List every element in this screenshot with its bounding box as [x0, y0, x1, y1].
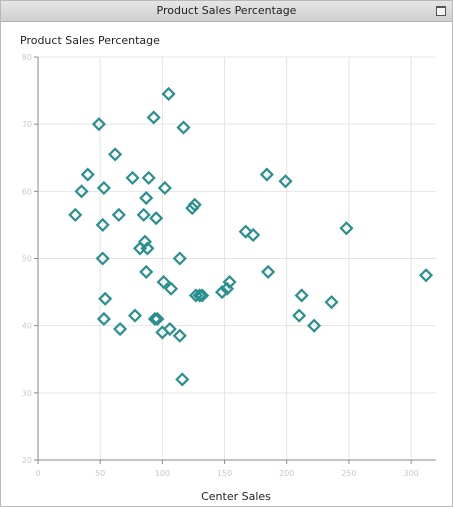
- data-point[interactable]: [155, 325, 170, 340]
- data-point[interactable]: [175, 372, 190, 387]
- title-bar: Product Sales Percentage: [1, 1, 452, 22]
- y-tick-label: 60: [22, 187, 32, 196]
- y-tick-label: 50: [22, 255, 32, 264]
- x-tick-label: 150: [217, 469, 232, 478]
- grid-lines: [38, 56, 436, 460]
- data-point[interactable]: [108, 147, 123, 162]
- data-point[interactable]: [164, 281, 179, 296]
- data-point[interactable]: [139, 190, 154, 206]
- y-tick-label: 30: [22, 389, 32, 398]
- data-point[interactable]: [139, 264, 154, 279]
- data-point[interactable]: [149, 211, 164, 226]
- data-point[interactable]: [141, 170, 156, 185]
- data-point[interactable]: [140, 241, 155, 256]
- data-point[interactable]: [147, 311, 162, 327]
- data-point[interactable]: [111, 207, 126, 222]
- x-tick-label: 300: [403, 469, 418, 478]
- data-point[interactable]: [278, 174, 293, 189]
- data-point[interactable]: [172, 251, 187, 266]
- y-tick-label: 20: [22, 456, 32, 465]
- data-point[interactable]: [294, 288, 309, 303]
- data-point[interactable]: [113, 321, 128, 337]
- data-point[interactable]: [98, 291, 113, 306]
- data-points: [68, 86, 434, 387]
- data-point[interactable]: [125, 170, 140, 185]
- data-point[interactable]: [418, 268, 434, 283]
- data-point[interactable]: [150, 311, 165, 327]
- data-point[interactable]: [157, 180, 172, 196]
- data-point[interactable]: [74, 184, 89, 199]
- x-tick-label: 0: [35, 469, 40, 478]
- x-tick-label: 50: [95, 469, 105, 478]
- data-point[interactable]: [80, 167, 95, 182]
- data-point[interactable]: [95, 217, 110, 232]
- data-point[interactable]: [146, 110, 161, 125]
- data-point[interactable]: [292, 308, 307, 323]
- data-point[interactable]: [324, 295, 339, 310]
- data-point[interactable]: [176, 120, 191, 135]
- data-point[interactable]: [215, 285, 230, 300]
- axes: [34, 56, 436, 464]
- data-point[interactable]: [172, 328, 187, 343]
- data-point[interactable]: [246, 227, 261, 243]
- data-point[interactable]: [261, 264, 276, 279]
- data-point[interactable]: [307, 318, 322, 333]
- data-point[interactable]: [185, 201, 200, 216]
- chart-title: Product Sales Percentage: [20, 34, 160, 47]
- data-point[interactable]: [96, 180, 111, 196]
- data-point[interactable]: [161, 86, 176, 101]
- data-point[interactable]: [95, 251, 110, 266]
- data-point[interactable]: [156, 274, 171, 290]
- data-point[interactable]: [91, 117, 106, 132]
- x-tick-label: 100: [155, 469, 170, 478]
- data-point[interactable]: [195, 288, 210, 303]
- data-point[interactable]: [192, 288, 207, 303]
- data-point[interactable]: [339, 221, 354, 236]
- maximize-icon[interactable]: [436, 6, 446, 16]
- data-point[interactable]: [68, 207, 83, 222]
- y-tick-label: 40: [22, 322, 32, 331]
- data-point[interactable]: [136, 207, 151, 222]
- data-point[interactable]: [259, 167, 274, 182]
- tick-labels: 0 50 100 150 200 250 300 20 30 40 50 60 70 80: [22, 53, 419, 478]
- data-point[interactable]: [238, 224, 253, 239]
- y-tick-label: 70: [22, 120, 32, 129]
- window-title: Product Sales Percentage: [156, 4, 297, 17]
- y-tick-label: 80: [22, 53, 32, 62]
- data-point[interactable]: [222, 274, 237, 290]
- data-point[interactable]: [162, 321, 177, 337]
- x-axis-label: Center Sales: [201, 490, 271, 503]
- x-tick-label: 200: [279, 469, 294, 478]
- data-point[interactable]: [96, 311, 111, 327]
- data-point[interactable]: [127, 308, 143, 323]
- x-tick-label: 250: [341, 469, 356, 478]
